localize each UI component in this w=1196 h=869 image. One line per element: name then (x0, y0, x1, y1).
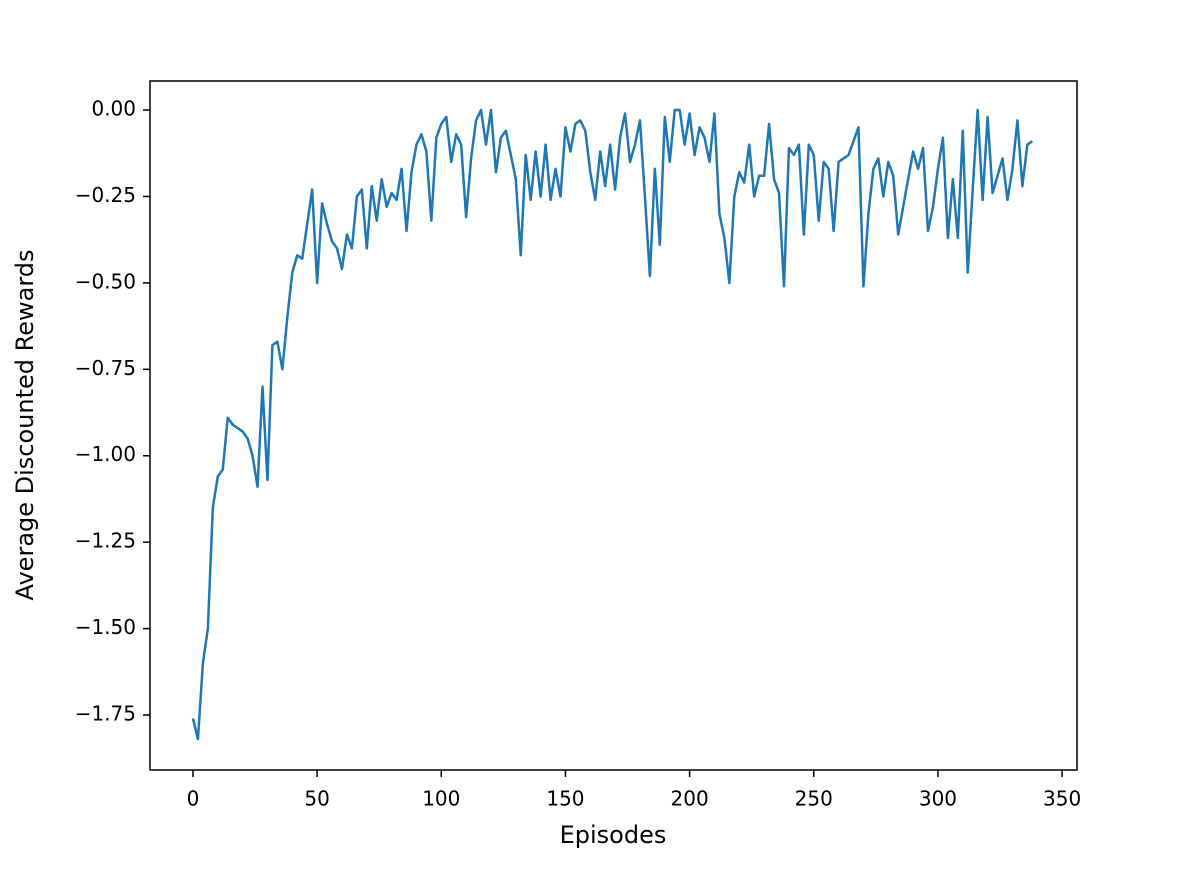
x-tick-label: 200 (671, 787, 709, 811)
y-axis-title: Average Discounted Rewards (11, 249, 39, 600)
x-tick-label: 0 (187, 787, 200, 811)
x-tick-label: 250 (795, 787, 833, 811)
x-tick-label: 300 (919, 787, 957, 811)
y-tick-label: −1.25 (75, 529, 136, 553)
plot-frame (149, 80, 1078, 771)
x-tick-label: 350 (1043, 787, 1081, 811)
y-tick-label: −0.50 (75, 269, 136, 293)
x-axis-title: Episodes (560, 821, 667, 849)
y-tick-label: −1.50 (75, 615, 136, 639)
y-tick-label: −1.00 (75, 442, 136, 466)
x-tick-label: 100 (422, 787, 460, 811)
x-tick-label: 150 (546, 787, 584, 811)
x-tick-label: 50 (304, 787, 329, 811)
y-tick-label: −0.25 (75, 183, 136, 207)
y-tick-label: 0.00 (91, 97, 136, 121)
y-tick-label: −1.75 (75, 702, 136, 726)
data-line (191, 108, 1034, 741)
y-tick-label: −0.75 (75, 356, 136, 380)
